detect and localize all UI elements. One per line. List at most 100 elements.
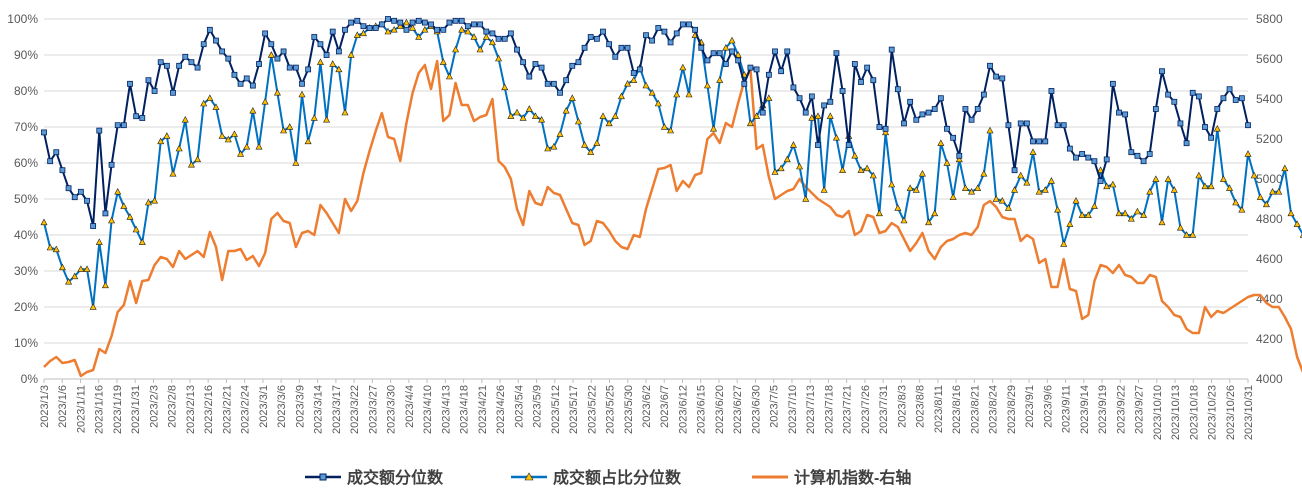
- data-point: [391, 17, 398, 24]
- data-point: [1158, 218, 1166, 226]
- data-point: [464, 23, 471, 30]
- data-point: [538, 115, 546, 123]
- x-tick-label: 2023/6/12: [677, 385, 689, 434]
- y-right-tick-label: 4400: [1256, 292, 1283, 306]
- data-point: [833, 50, 840, 57]
- data-point: [864, 64, 871, 71]
- data-point: [280, 126, 288, 134]
- data-point: [686, 21, 692, 28]
- data-point: [759, 109, 766, 116]
- data-point: [311, 34, 318, 40]
- data-point: [839, 88, 846, 94]
- data-point: [876, 124, 883, 130]
- data-point: [611, 112, 619, 119]
- x-tick-label: 2023/6/7: [659, 385, 671, 428]
- data-point: [1121, 209, 1129, 217]
- data-point: [329, 60, 337, 67]
- x-tick-label: 2023/5/30: [623, 385, 635, 434]
- data-point: [636, 66, 643, 73]
- data-point: [1085, 154, 1092, 161]
- data-point: [488, 38, 496, 46]
- x-tick-label: 2023/5/22: [586, 385, 598, 434]
- data-point: [519, 114, 527, 121]
- data-point: [851, 151, 859, 159]
- data-point: [402, 18, 410, 26]
- data-point: [476, 45, 484, 53]
- data-point: [428, 21, 434, 28]
- data-point: [961, 184, 969, 191]
- data-point: [998, 196, 1006, 204]
- data-point: [206, 26, 213, 33]
- x-tick-label: 2023/4/10: [422, 385, 434, 434]
- data-point: [1226, 184, 1234, 191]
- data-point: [483, 28, 490, 35]
- data-point: [231, 71, 238, 78]
- data-point: [84, 197, 90, 204]
- data-point: [65, 277, 73, 285]
- data-point: [901, 120, 907, 127]
- data-point: [815, 142, 821, 148]
- data-point: [729, 48, 735, 55]
- data-point: [187, 160, 195, 168]
- x-tick-label: 2023/3/17: [331, 385, 343, 434]
- data-point: [1262, 200, 1270, 208]
- data-point: [385, 16, 391, 22]
- data-point: [1115, 209, 1123, 217]
- x-tick-label: 2023/3/6: [276, 385, 288, 428]
- data-point: [1017, 171, 1025, 179]
- x-tick-label: 2023/10/31: [1243, 385, 1255, 440]
- data-point: [95, 238, 103, 245]
- data-point: [200, 99, 208, 107]
- data-point: [1140, 158, 1147, 165]
- data-point: [513, 108, 521, 116]
- data-point: [127, 80, 133, 87]
- data-point: [409, 19, 416, 26]
- data-point: [875, 209, 883, 217]
- x-tick-label: 2023/5/25: [605, 385, 617, 434]
- legend: 成交额分位数 成交额占比分位数 计算机指数-右轴: [305, 468, 911, 487]
- data-point: [993, 73, 1000, 80]
- data-point: [372, 25, 379, 31]
- data-point: [1134, 152, 1141, 159]
- data-point: [114, 122, 121, 129]
- x-tick-label: 2023/2/24: [240, 385, 252, 434]
- x-tick-label: 2023/2/8: [167, 385, 179, 428]
- data-point: [1256, 193, 1264, 200]
- data-point: [1097, 178, 1104, 184]
- data-point: [415, 33, 423, 40]
- data-point: [882, 128, 890, 136]
- data-point: [194, 155, 202, 163]
- data-point: [574, 117, 582, 125]
- data-point: [230, 130, 238, 137]
- data-point: [213, 37, 219, 44]
- y-right-tick-label: 4800: [1256, 212, 1283, 226]
- x-tick-label: 2023/9/6: [1042, 385, 1054, 428]
- x-tick-label: 2023/7/10: [787, 385, 799, 434]
- legend-marker: [524, 472, 534, 481]
- y-left-tick-label: 100%: [7, 12, 38, 26]
- data-point: [1232, 97, 1239, 103]
- data-point: [83, 265, 91, 272]
- data-point: [1269, 187, 1277, 195]
- data-point: [1079, 151, 1086, 157]
- data-point: [482, 33, 490, 40]
- data-point: [138, 238, 146, 245]
- data-point: [440, 26, 447, 33]
- data-point: [649, 37, 656, 44]
- data-point: [532, 61, 539, 67]
- data-point: [403, 26, 410, 33]
- y-right-tick-label: 5000: [1256, 172, 1283, 186]
- data-point: [495, 54, 503, 62]
- data-point: [544, 144, 552, 152]
- data-point: [182, 53, 189, 60]
- x-tick-label: 2023/1/6: [57, 385, 69, 428]
- data-point: [894, 86, 901, 93]
- data-point: [962, 106, 969, 112]
- data-point: [832, 133, 840, 141]
- x-tick-label: 2023/1/16: [94, 385, 106, 434]
- data-point: [802, 109, 809, 116]
- data-point: [237, 150, 245, 157]
- data-point: [1066, 145, 1073, 152]
- data-point: [1171, 98, 1178, 105]
- data-point: [679, 63, 687, 71]
